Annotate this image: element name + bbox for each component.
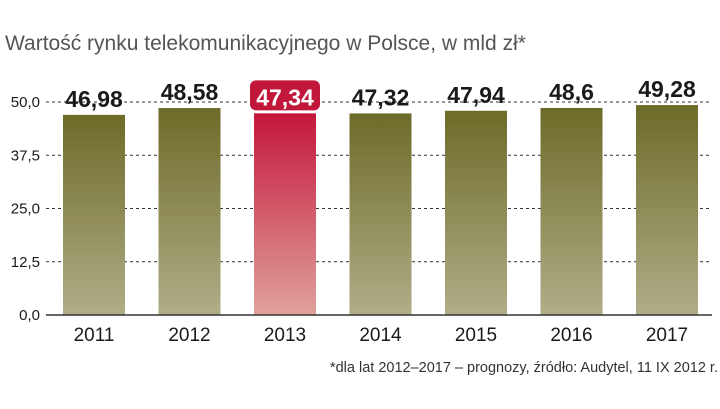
y-tick-label: 25,0 <box>11 201 40 218</box>
value-label: 48,6 <box>549 79 594 105</box>
value-label: 46,98 <box>65 86 123 112</box>
value-label: 47,32 <box>352 84 410 110</box>
x-tick-label: 2013 <box>264 325 306 346</box>
bar <box>636 105 698 315</box>
bar <box>158 108 221 316</box>
value-label: 47,94 <box>447 82 505 108</box>
bar <box>540 107 603 316</box>
x-tick-label: 2016 <box>550 325 592 346</box>
bar <box>349 113 412 315</box>
value-label: 48,58 <box>161 79 219 105</box>
bar <box>445 110 507 315</box>
x-axis: 2011 2012 2013 2014 2015 2016 2017 <box>74 325 689 346</box>
bar <box>254 113 316 315</box>
value-label: 47,34 <box>256 84 314 110</box>
chart-footnote: *dla lat 2012–2017 – prognozy, źródło: A… <box>330 360 718 376</box>
bar-layer <box>63 105 698 316</box>
chart-title: Wartość rynku telekomunikacyjnego w Pols… <box>5 32 526 55</box>
highlight-label-background <box>250 80 320 111</box>
bar <box>63 114 125 315</box>
x-tick-label: 2015 <box>455 325 497 346</box>
y-axis: 0,0 12,5 25,0 37,5 50,0 <box>11 94 40 324</box>
y-tick-label: 50,0 <box>11 94 40 111</box>
value-label: 49,28 <box>638 76 696 102</box>
y-tick-label: 0,0 <box>19 307 40 324</box>
y-tick-label: 37,5 <box>11 147 40 164</box>
value-labels: 46,98 48,58 47,34 47,32 47,94 48,6 49,28 <box>65 76 696 112</box>
y-tick-label: 12,5 <box>11 254 40 271</box>
x-tick-label: 2012 <box>168 325 210 346</box>
x-tick-label: 2011 <box>74 325 115 346</box>
x-tick-label: 2014 <box>359 325 402 346</box>
x-tick-label: 2017 <box>646 325 688 346</box>
